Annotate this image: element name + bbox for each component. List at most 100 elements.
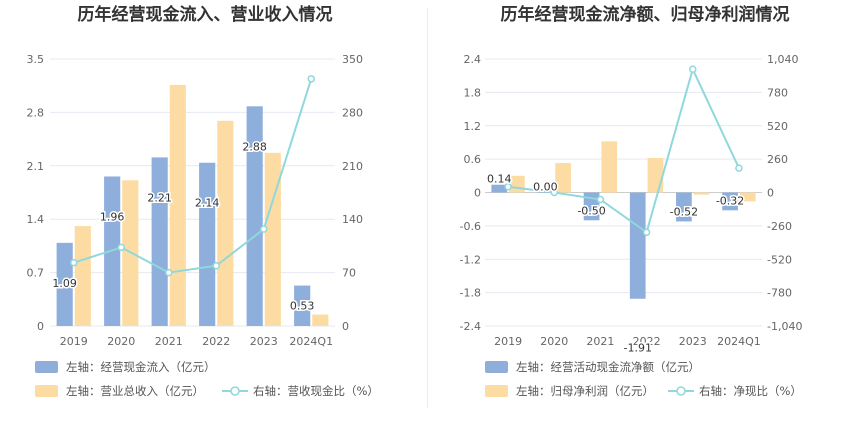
bar-series-1 xyxy=(246,106,263,326)
bar-series-2 xyxy=(264,152,281,326)
data-label: 0.14 xyxy=(487,173,512,186)
bar-series-1 xyxy=(629,192,646,299)
category-label: 2020 xyxy=(540,335,568,348)
line-point xyxy=(165,268,173,277)
right-axis-tick-label: 520 xyxy=(767,120,788,133)
legend-marker xyxy=(676,386,686,396)
right-axis-tick-label: 350 xyxy=(342,53,363,66)
legend-swatch xyxy=(35,361,58,373)
line-point xyxy=(70,258,78,267)
left-axis-tick-label: 1.2 xyxy=(464,120,482,133)
category-label: 2019 xyxy=(60,335,88,348)
line-point xyxy=(735,164,743,172)
bar-series-2 xyxy=(169,84,186,327)
line-point xyxy=(504,182,512,191)
left-axis-tick-label: -0.6 xyxy=(460,220,481,233)
category-label: 2023 xyxy=(679,335,707,348)
right-axis-tick-label: 260 xyxy=(767,153,788,166)
bar-series-1 xyxy=(722,192,738,211)
line-point xyxy=(596,195,605,204)
chart-cashflow-revenue: 历年经营现金流入、营业收入情况 0 0.7 1.4 2.1 2.8 3.5 0 70 140 210… xyxy=(27,4,379,398)
bar-series-2 xyxy=(739,192,756,202)
left-axis-tick-label: 2.4 xyxy=(464,53,482,66)
left-axis-tick-label: 0.7 xyxy=(27,267,45,280)
bar-series-2 xyxy=(217,120,234,326)
bar-series-1 xyxy=(676,192,692,222)
bar-series-2 xyxy=(647,158,664,193)
legend-swatch xyxy=(35,385,58,397)
right-axis-tick-label: 780 xyxy=(767,86,788,99)
bar-series-1 xyxy=(56,242,73,326)
right-axis-tick-label: 280 xyxy=(342,106,363,119)
data-label: 0.00 xyxy=(533,181,558,194)
category-label: 2022 xyxy=(633,335,661,348)
right-axis-tick-label: -260 xyxy=(767,220,792,233)
line-point xyxy=(689,65,697,74)
left-axis-tick-label: 0 xyxy=(37,320,44,333)
legend-label: 左轴：归母净利润（亿元） xyxy=(516,384,654,398)
category-label: 2019 xyxy=(494,335,522,348)
legend-label: 左轴：经营活动现金流净额（亿元） xyxy=(516,360,700,374)
legend-label: 右轴：营收现金比（%） xyxy=(253,384,379,398)
left-axis-tick-label: 3.5 xyxy=(27,53,45,66)
right-axis-tick-label: -780 xyxy=(767,287,792,300)
data-label: 2.88 xyxy=(242,140,267,153)
bar-series-2 xyxy=(601,141,618,193)
bar-series-2 xyxy=(693,192,710,195)
left-axis-tick-label: 0 xyxy=(474,187,481,200)
panel-divider xyxy=(427,8,428,408)
category-label: 2021 xyxy=(155,335,183,348)
line-point xyxy=(117,243,125,252)
data-label: -1.91 xyxy=(624,342,652,355)
right-axis-tick-label: 0 xyxy=(767,187,774,200)
bar-series-2 xyxy=(312,314,329,326)
line-point xyxy=(550,188,558,197)
legend-label: 左轴：营业总收入（亿元） xyxy=(66,384,204,398)
legend-label: 左轴：经营现金流入（亿元） xyxy=(66,360,216,374)
data-label: 2.21 xyxy=(147,191,172,204)
legend-marker xyxy=(230,386,240,396)
bar-series-1 xyxy=(294,285,311,326)
left-axis-tick-label: 1.4 xyxy=(27,213,45,226)
category-label: 2024Q1 xyxy=(717,335,761,348)
data-label: 2.14 xyxy=(195,197,220,210)
legend-label: 右轴：净现比（%） xyxy=(699,384,802,398)
line-point xyxy=(307,75,315,83)
bar-series-1 xyxy=(537,192,554,193)
category-label: 2022 xyxy=(202,335,230,348)
legend-swatch xyxy=(485,361,508,373)
right-axis-tick-label: 1,040 xyxy=(767,53,799,66)
chart-title: 历年经营现金流净额、归母净利润情况 xyxy=(501,4,790,25)
bar-series-2 xyxy=(74,226,91,326)
line-point xyxy=(642,228,651,237)
left-axis-tick-label: -1.2 xyxy=(460,253,481,266)
right-axis-tick-label: -520 xyxy=(767,253,792,266)
category-label: 2023 xyxy=(250,335,278,348)
line-point xyxy=(260,225,268,233)
data-label: -0.32 xyxy=(716,194,744,207)
right-axis-tick-label: 70 xyxy=(342,267,356,280)
left-axis-tick-label: -1.8 xyxy=(460,287,481,300)
category-label: 2020 xyxy=(107,335,135,348)
line-series xyxy=(507,66,740,234)
bar-series-1 xyxy=(491,184,508,193)
left-axis-tick-label: 2.8 xyxy=(27,106,45,119)
data-label: 0.53 xyxy=(290,300,315,313)
data-label: -0.50 xyxy=(577,204,605,217)
left-axis-tick-label: -2.4 xyxy=(460,320,481,333)
right-axis-tick-label: 0 xyxy=(342,320,349,333)
category-label: 2021 xyxy=(586,335,614,348)
right-axis-tick-label: -1,040 xyxy=(767,320,802,333)
right-axis-tick-label: 210 xyxy=(342,160,363,173)
bar-series-1 xyxy=(151,157,168,326)
left-axis-tick-label: 0.6 xyxy=(464,153,482,166)
line-series xyxy=(73,78,313,274)
line-point xyxy=(212,261,220,270)
data-label: -0.52 xyxy=(670,205,698,218)
data-label: 1.96 xyxy=(100,210,125,223)
right-axis-tick-label: 140 xyxy=(342,213,363,226)
data-label: 1.09 xyxy=(52,277,77,290)
bar-series-2 xyxy=(555,163,571,193)
left-axis-tick-label: 2.1 xyxy=(27,160,45,173)
chart-title: 历年经营现金流入、营业收入情况 xyxy=(78,4,333,25)
